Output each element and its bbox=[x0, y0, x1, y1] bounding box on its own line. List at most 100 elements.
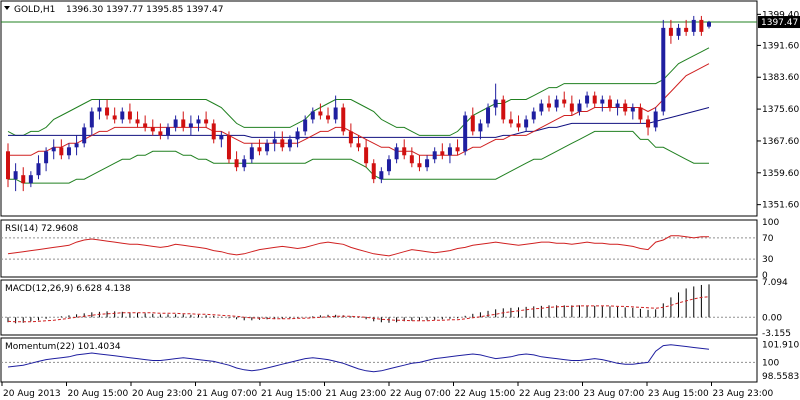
macd-tick-label: 7.094 bbox=[762, 278, 788, 288]
candle-body bbox=[691, 19, 696, 32]
macd-panel bbox=[1, 284, 757, 324]
candle-body bbox=[303, 119, 308, 132]
candle-body bbox=[501, 99, 506, 120]
time-tick-label: 21 Aug 07:00 bbox=[197, 389, 258, 399]
momentum-tick-label: 101.9107 bbox=[762, 341, 800, 351]
candle-body bbox=[150, 127, 155, 132]
price-tick-label: 1367.60 bbox=[762, 137, 799, 147]
momentum-title: Momentum(22) 101.4034 bbox=[5, 342, 121, 352]
price-tick-label: 1391.60 bbox=[762, 41, 799, 51]
price-tick-label: 1351.60 bbox=[762, 201, 799, 211]
time-tick-label: 23 Aug 07:00 bbox=[584, 389, 645, 399]
candle-body bbox=[158, 131, 163, 136]
candle-body bbox=[630, 107, 635, 112]
symbol-label: GOLD,H1 bbox=[14, 5, 55, 15]
candle-body bbox=[569, 103, 574, 112]
candle-body bbox=[554, 99, 559, 108]
candle-body bbox=[348, 131, 353, 144]
candle-body bbox=[265, 143, 270, 152]
bollinger-upper-line bbox=[7, 47, 710, 136]
candle-body bbox=[310, 111, 315, 120]
candle-body bbox=[143, 123, 148, 128]
candle-body bbox=[562, 99, 567, 104]
candle-body bbox=[6, 151, 10, 180]
candle-body bbox=[318, 111, 323, 116]
rsi-panel-frame bbox=[0, 219, 758, 278]
candle-body bbox=[219, 135, 224, 140]
candle-body bbox=[204, 119, 209, 124]
candle-body bbox=[211, 123, 216, 140]
candle-body bbox=[653, 111, 658, 128]
candle-body bbox=[166, 127, 171, 136]
candle-body bbox=[112, 115, 117, 120]
current-price-tag bbox=[758, 16, 800, 29]
candle-body bbox=[13, 171, 18, 180]
candle-body bbox=[676, 27, 681, 36]
candle-body bbox=[36, 163, 41, 176]
symbol-header[interactable]: GOLD,H1 1396.30 1397.77 1395.85 1397.47 bbox=[4, 5, 223, 15]
rsi-panel bbox=[1, 235, 757, 260]
time-tick-label: 23 Aug 23:00 bbox=[713, 389, 774, 399]
candle-body bbox=[333, 107, 338, 120]
candle-body bbox=[257, 147, 262, 152]
candle-body bbox=[607, 99, 612, 108]
candle-body bbox=[432, 151, 437, 160]
candle-body bbox=[546, 103, 551, 108]
candle-body bbox=[493, 99, 498, 108]
dropdown-triangle-icon[interactable] bbox=[4, 6, 10, 10]
macd-tick-label: 0.00 bbox=[762, 313, 782, 323]
rsi-tick-label: 30 bbox=[762, 255, 774, 265]
candle-body bbox=[707, 22, 711, 27]
momentum-panel-frame bbox=[0, 337, 758, 383]
time-tick-label: 22 Aug 07:00 bbox=[390, 389, 451, 399]
candle-body bbox=[615, 103, 620, 108]
time-tick-label: 22 Aug 23:00 bbox=[519, 389, 580, 399]
candle-body bbox=[120, 111, 125, 120]
candle-body bbox=[74, 143, 79, 148]
candle-body bbox=[661, 27, 666, 112]
candle-body bbox=[417, 163, 422, 168]
candle-body bbox=[196, 119, 201, 124]
candle-body bbox=[386, 159, 391, 172]
candle-body bbox=[463, 115, 468, 152]
time-tick-label: 22 Aug 15:00 bbox=[455, 389, 516, 399]
candle-body bbox=[440, 151, 445, 156]
time-tick-label: 20 Aug 23:00 bbox=[132, 389, 193, 399]
candle-body bbox=[97, 107, 102, 112]
candle-body bbox=[646, 119, 651, 128]
candle-body bbox=[59, 147, 64, 156]
candle-body bbox=[531, 111, 536, 120]
axes: 1399.40 1391.60 1383.60 1375.60 1367.60 1359.… bbox=[1, 10, 800, 399]
candle-body bbox=[21, 175, 26, 184]
macd-tick-label: -3.155 bbox=[762, 329, 791, 339]
candle-body bbox=[402, 147, 407, 156]
candle-body bbox=[89, 111, 94, 128]
candle-body bbox=[371, 163, 376, 180]
macd-panel-frame bbox=[0, 279, 758, 336]
price-panel-frame bbox=[0, 0, 758, 217]
candle-body bbox=[699, 19, 704, 32]
candle-body bbox=[356, 143, 361, 148]
candle-body bbox=[425, 159, 430, 168]
candle-body bbox=[44, 151, 49, 164]
rsi-tick-label: 100 bbox=[762, 218, 779, 228]
time-tick-label: 21 Aug 15:00 bbox=[261, 389, 322, 399]
time-tick-label: 21 Aug 23:00 bbox=[326, 389, 387, 399]
candle-body bbox=[326, 115, 331, 120]
price-tick-label: 1399.40 bbox=[762, 10, 799, 20]
candle-body bbox=[249, 147, 254, 160]
momentum-line bbox=[7, 344, 710, 373]
rsi-line bbox=[7, 235, 709, 257]
candle-body bbox=[341, 107, 346, 132]
candle-body bbox=[272, 139, 277, 144]
candle-body bbox=[516, 123, 521, 128]
candle-body bbox=[585, 95, 590, 104]
candle-body bbox=[188, 123, 193, 128]
candle-body bbox=[600, 99, 605, 104]
candle-body bbox=[409, 155, 414, 164]
candle-body bbox=[524, 119, 529, 128]
rsi-title: RSI(14) 72.9608 bbox=[5, 224, 78, 234]
candle-body bbox=[242, 159, 247, 168]
